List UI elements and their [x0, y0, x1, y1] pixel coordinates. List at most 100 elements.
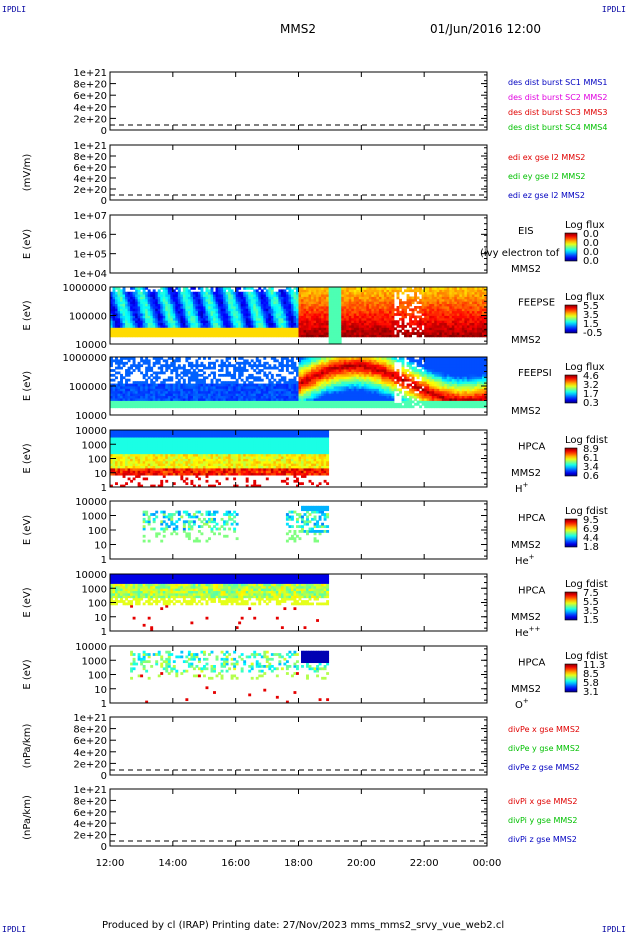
spectrogram-cell — [414, 332, 418, 335]
spectrogram-cell — [401, 325, 405, 328]
spectrogram-cell — [245, 334, 249, 338]
spectrogram-cell — [336, 289, 340, 293]
spectrogram-cell — [230, 381, 234, 384]
spectrogram-cell — [456, 329, 460, 333]
spectrogram-cell — [431, 325, 435, 328]
spectrogram-cell — [177, 301, 181, 305]
spectrogram-cell — [235, 289, 239, 293]
spectrogram-cell — [343, 393, 347, 397]
spectrogram-cell — [220, 317, 224, 321]
spectrogram-cell — [187, 393, 191, 397]
spectrogram-cell — [130, 357, 134, 360]
spectrogram-cell — [343, 306, 347, 309]
spectrogram-cell — [476, 320, 480, 324]
spectrogram-cell — [263, 313, 267, 316]
spectrogram-cell — [348, 366, 352, 370]
spectrogram-cell — [336, 393, 340, 397]
spectrogram-cell — [185, 390, 189, 394]
spectrogram-cell — [278, 373, 282, 377]
spectrogram-cell — [343, 386, 347, 389]
spectrogram-cell — [343, 366, 347, 370]
spectrogram-cell — [170, 327, 174, 331]
spectrogram-cell — [451, 327, 455, 331]
spectrogram-cell — [185, 357, 189, 360]
spectrogram-cell — [210, 361, 214, 365]
spectrogram-cell — [436, 291, 440, 295]
spectrogram-cell — [318, 405, 322, 409]
spectrogram-cell — [301, 322, 304, 326]
spectrogram-cell — [326, 317, 330, 321]
spectrogram-cell — [346, 373, 350, 377]
spectrogram-cell — [243, 393, 247, 397]
spectrogram-cell — [115, 317, 118, 321]
spectrogram-cell — [301, 361, 304, 365]
spectrogram-cell — [456, 332, 460, 335]
spectrogram-cell — [378, 325, 382, 328]
spectrogram-cell — [210, 400, 214, 404]
spectrogram-cell — [414, 291, 418, 295]
spectrogram-cell — [293, 361, 297, 365]
spectrogram-cell — [461, 287, 465, 290]
spectrogram-cell — [185, 359, 189, 363]
spectrogram-cell — [170, 390, 174, 394]
spectrogram-cell — [404, 325, 407, 328]
spectrogram-cell — [233, 402, 237, 406]
spectrogram-cell — [278, 402, 282, 406]
spectrogram-cell — [338, 378, 342, 382]
spectrogram-cell — [456, 308, 460, 312]
spectrogram-cell — [298, 296, 302, 300]
spectrogram-cell — [112, 369, 116, 372]
spectrogram-cell — [190, 388, 194, 392]
spectrogram-cell — [290, 303, 294, 307]
spectrogram-cell — [378, 301, 382, 305]
spectrogram-cell — [285, 329, 289, 333]
spectrogram-cell — [366, 317, 370, 321]
spectrogram-cell — [125, 294, 128, 297]
spectrogram-cell — [195, 398, 199, 401]
spectrogram-cell — [474, 306, 478, 309]
spectrogram-cell — [426, 287, 430, 290]
spectrogram-cell — [444, 320, 448, 324]
spectrogram-cell — [456, 287, 460, 290]
spectrogram-cell — [461, 303, 465, 307]
spectrogram-cell — [197, 332, 201, 335]
spectrogram-cell — [474, 291, 478, 295]
spectrogram-cell — [353, 405, 357, 409]
spectrogram-cell — [348, 306, 352, 309]
spectrogram-cell — [170, 332, 174, 335]
spectrogram-cell — [451, 310, 455, 314]
spectrogram-cell — [336, 364, 340, 368]
spectrogram-cell — [202, 332, 206, 335]
spectrogram-cell — [160, 308, 164, 312]
spectrogram-cell — [363, 303, 367, 307]
spectrogram-cell — [225, 306, 229, 309]
spectrogram-cell — [120, 322, 123, 326]
spectrogram-cell — [112, 310, 116, 314]
spectrogram-cell — [265, 303, 269, 307]
spectrogram-cell — [351, 361, 355, 365]
spectrogram-cell — [258, 398, 262, 401]
spectrogram-cell — [245, 400, 249, 404]
spectrogram-cell — [170, 388, 174, 392]
spectrogram-cell — [170, 386, 174, 389]
spectrogram-cell — [248, 303, 252, 307]
spectrogram-cell — [353, 366, 357, 370]
spectrogram-cell — [288, 294, 292, 297]
spectrogram-cell — [197, 405, 201, 409]
spectrogram-cell — [157, 359, 161, 363]
spectrogram-cell — [122, 393, 126, 397]
spectrogram-cell — [376, 325, 380, 328]
spectrogram-cell — [353, 291, 357, 295]
spectrogram-cell — [125, 400, 128, 404]
spectrogram-cell — [449, 296, 453, 300]
spectrogram-cell — [185, 386, 189, 389]
spectrogram-cell — [373, 322, 377, 326]
spectrogram-cell — [341, 381, 345, 384]
spectrogram-cell — [446, 308, 450, 312]
spectrogram-cell — [192, 405, 196, 409]
spectrogram-cell — [117, 386, 121, 389]
spectrogram-cell — [263, 393, 267, 397]
spectrogram-cell — [391, 287, 395, 290]
spectrogram-cell — [190, 315, 194, 319]
spectrogram-cell — [270, 357, 274, 360]
